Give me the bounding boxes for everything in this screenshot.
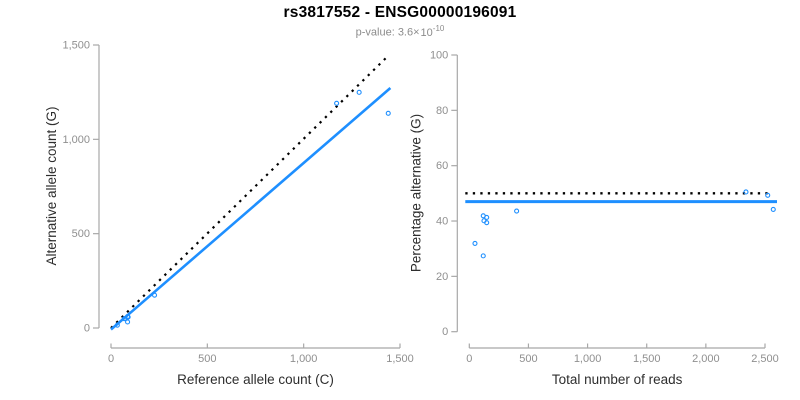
y-tick-label: 60	[436, 160, 448, 172]
data-point	[480, 253, 486, 259]
left-scatter-panel: 0 500 1,000 1,500 0 500 1,000 1,500 Reference al…	[44, 40, 414, 388]
data-point	[356, 89, 362, 95]
data-point	[743, 189, 749, 195]
chart-subtitle: p-value: 3.6×10-10	[0, 24, 800, 39]
identity-line	[110, 56, 388, 329]
y-tick-label: 0	[84, 323, 90, 335]
data-point	[385, 110, 391, 116]
y-tick-label: 1,000	[62, 134, 90, 146]
data-point	[765, 192, 771, 198]
x-axis-title: Total number of reads	[552, 372, 683, 387]
x-tick-label: 0	[108, 353, 114, 365]
subtitle-base: 10	[420, 26, 433, 39]
data-point	[334, 100, 340, 106]
y-tick-label: 100	[430, 50, 448, 62]
y-tick-label: 500	[72, 228, 90, 240]
y-tick-label: 0	[442, 326, 448, 338]
data-point	[151, 292, 158, 298]
right-scatter-panel: 0 20 40 60 80 100 0 500 1,000 1,500 2,000 2,500 Tota…	[409, 50, 779, 388]
data-point	[114, 322, 120, 328]
x-tick-label: 1,500	[633, 353, 661, 365]
x-tick-label: 500	[519, 353, 537, 365]
data-point	[125, 314, 131, 320]
data-point	[770, 206, 776, 212]
y-axis-title: Percentage alternative (G)	[409, 114, 424, 272]
data-point	[484, 220, 490, 226]
y-tick-label: 80	[436, 105, 448, 117]
y-tick-label: 1,500	[62, 40, 90, 52]
data-point	[514, 208, 520, 214]
y-axis-title: Alternative allele count (G)	[44, 106, 59, 265]
x-tick-label: 1,000	[290, 353, 318, 365]
data-point	[472, 240, 478, 246]
y-tick-label: 40	[436, 216, 448, 228]
subtitle-times-sign: ×	[413, 26, 420, 39]
x-tick-label: 500	[198, 353, 216, 365]
regression-line	[110, 87, 392, 331]
x-tick-label: 0	[466, 353, 472, 365]
subtitle-exponent: -10	[432, 24, 445, 33]
x-tick-label: 1,500	[386, 353, 414, 365]
x-tick-label: 2,500	[751, 353, 779, 365]
x-tick-label: 2,000	[692, 353, 720, 365]
data-point	[484, 214, 490, 220]
x-axis-title: Reference allele count (C)	[177, 372, 334, 387]
subtitle-pvalue-prefix: p-value: 3.6	[355, 26, 414, 39]
x-tick-label: 1,000	[574, 353, 602, 365]
data-point	[125, 319, 131, 325]
chart-title: rs3817552 - ENSG00000196091	[283, 4, 517, 21]
y-tick-label: 20	[436, 271, 448, 283]
